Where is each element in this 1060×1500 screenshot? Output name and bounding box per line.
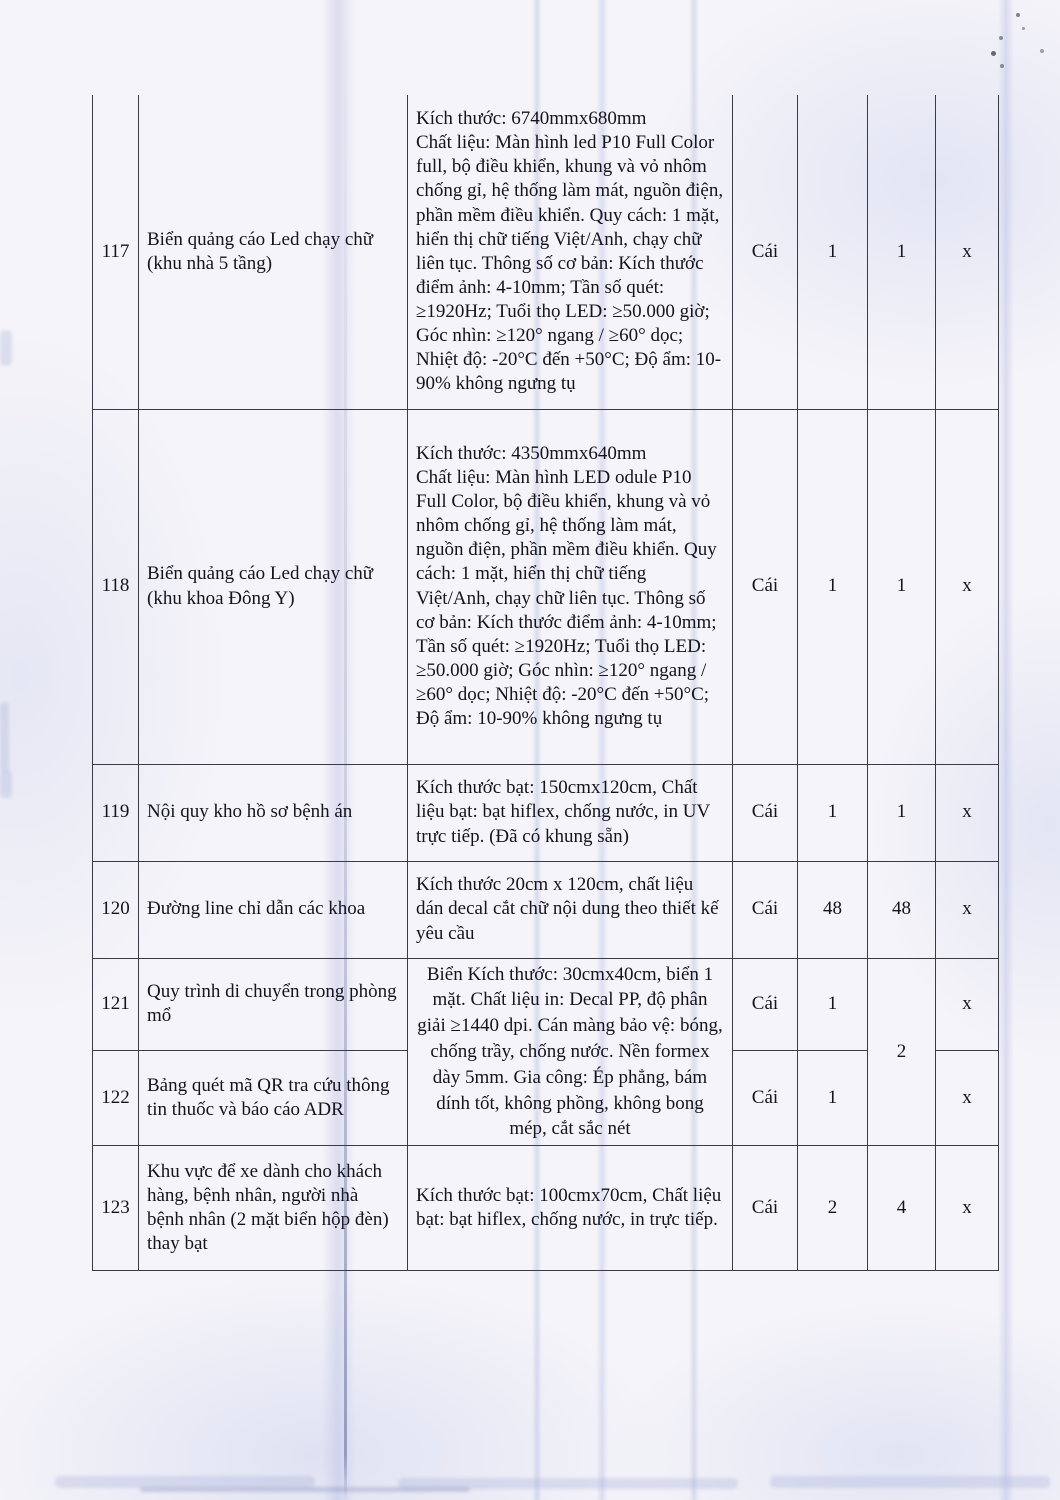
qty-total-cell: 1	[867, 408, 936, 765]
qty-plan-cell: 1	[797, 957, 868, 1051]
mark-cell: x	[935, 763, 999, 862]
spec-cell: Kích thước bạt: 100cmx70cm, Chất liệu bạ…	[407, 1145, 733, 1272]
ink-speck	[1000, 64, 1004, 68]
scan-smudge	[398, 1478, 738, 1489]
table-row: 117 Biển quảng cáo Led chạy chữ (khu nhà…	[92, 95, 999, 410]
spec-cell: Kích thước 20cm x 120cm, chất liệu dán d…	[407, 860, 733, 959]
unit-cell: Cái	[732, 1145, 798, 1272]
ink-speck	[991, 51, 996, 56]
unit-cell: Cái	[732, 408, 798, 765]
spec-cell: Kích thước: 4350mmx640mm Chất liệu: Màn …	[407, 408, 733, 765]
qty-plan-cell: 2	[797, 1145, 868, 1272]
unit-cell: Cái	[732, 1049, 798, 1147]
qty-total-cell: 48	[867, 860, 936, 959]
item-name-cell: Biển quảng cáo Led chạy chữ (khu khoa Đô…	[138, 408, 408, 765]
table-row: 122 Bảng quét mã QR tra cứu thông tin th…	[92, 1049, 999, 1147]
item-name-cell: Nội quy kho hồ sơ bệnh án	[138, 763, 408, 862]
spec-cell: Kích thước bạt: 150cmx120cm, Chất liệu b…	[407, 763, 733, 862]
scan-smudge	[140, 1487, 470, 1492]
qty-plan-cell: 48	[797, 860, 868, 959]
mark-cell: x	[935, 408, 999, 765]
stt-cell: 123	[92, 1145, 139, 1272]
scan-smudge	[0, 770, 12, 798]
ink-speck	[1016, 13, 1020, 17]
unit-cell: Cái	[732, 860, 798, 959]
mark-cell: x	[935, 95, 999, 410]
stt-cell: 118	[92, 408, 139, 765]
stt-cell: 120	[92, 860, 139, 959]
ink-speck	[1040, 49, 1044, 53]
table-row: 120 Đường line chỉ dẫn các khoa Kích thư…	[92, 860, 999, 959]
scan-smudge	[0, 702, 9, 772]
unit-cell: Cái	[732, 957, 798, 1051]
equipment-table: 117 Biển quảng cáo Led chạy chữ (khu nhà…	[92, 95, 999, 1272]
qty-plan-cell: 1	[797, 1049, 868, 1147]
table-row: 118 Biển quảng cáo Led chạy chữ (khu kho…	[92, 408, 999, 765]
spec-cell: Kích thước: 6740mmx680mm Chất liệu: Màn …	[407, 95, 733, 410]
item-name-cell: Biển quảng cáo Led chạy chữ (khu nhà 5 t…	[138, 95, 408, 410]
stt-cell: 117	[92, 95, 139, 410]
item-name-cell: Khu vực để xe dành cho khách hàng, bệnh …	[138, 1145, 408, 1272]
qty-total-cell: 1	[867, 763, 936, 862]
scan-streak	[998, 0, 1014, 1500]
unit-cell: Cái	[732, 763, 798, 862]
table-row: 119 Nội quy kho hồ sơ bệnh án Kích thước…	[92, 763, 999, 862]
scan-smudge	[0, 330, 12, 366]
ink-speck	[1022, 27, 1025, 30]
qty-plan-cell: 1	[797, 763, 868, 862]
item-name-cell: Bảng quét mã QR tra cứu thông tin thuốc …	[138, 1049, 408, 1147]
ink-speck	[999, 36, 1003, 40]
table-row: 123 Khu vực để xe dành cho khách hàng, b…	[92, 1145, 999, 1272]
table-row: 121 Quy trình di chuyển trong phòng mổ B…	[92, 957, 999, 1147]
scan-smudge	[55, 1476, 315, 1488]
stt-cell: 119	[92, 763, 139, 862]
qty-total-cell-merged: 2	[867, 957, 936, 1147]
unit-cell: Cái	[732, 95, 798, 410]
stt-cell: 122	[92, 1049, 139, 1147]
qty-plan-cell: 1	[797, 408, 868, 765]
stt-cell: 121	[92, 957, 139, 1051]
mark-cell: x	[935, 957, 999, 1051]
qty-plan-cell: 1	[797, 95, 868, 410]
qty-total-cell: 1	[867, 95, 936, 410]
mark-cell: x	[935, 860, 999, 959]
item-name-cell: Quy trình di chuyển trong phòng mổ	[138, 957, 408, 1051]
qty-total-cell: 4	[867, 1145, 936, 1272]
spec-cell-merged: Biển Kích thước: 30cmx40cm, biển 1 mặt. …	[407, 957, 733, 1147]
mark-cell: x	[935, 1145, 999, 1272]
scan-smudge	[770, 1476, 1050, 1488]
item-name-cell: Đường line chỉ dẫn các khoa	[138, 860, 408, 959]
mark-cell: x	[935, 1049, 999, 1147]
